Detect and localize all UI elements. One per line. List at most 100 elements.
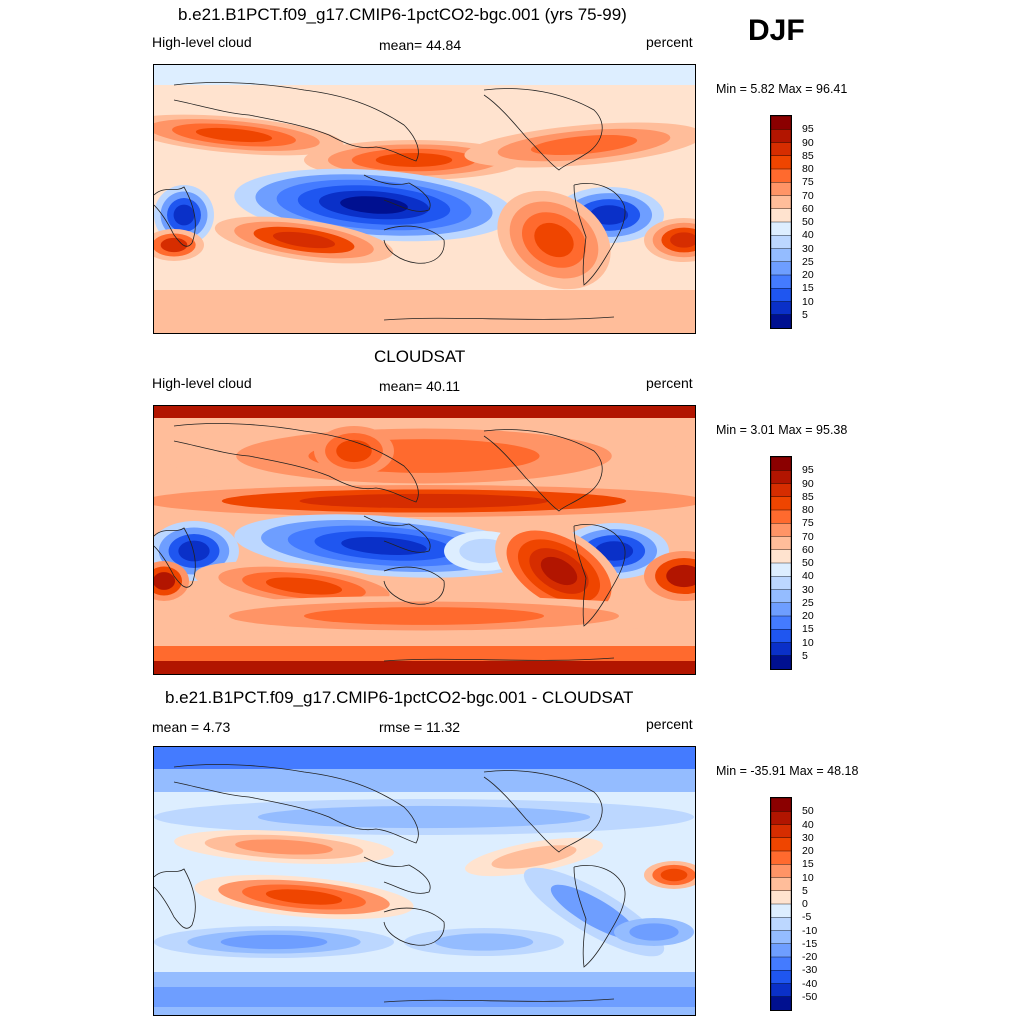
panel-3-minmax: Min = -35.91 Max = 48.18	[716, 764, 859, 778]
colorbar-swatch	[771, 483, 791, 498]
panel-1-colorbar	[770, 115, 792, 329]
colorbar-tick-label: 30	[802, 242, 814, 255]
colorbar-swatch	[771, 824, 791, 839]
colorbar-tick-label: 80	[802, 163, 814, 175]
colorbar-swatch	[771, 116, 791, 131]
colorbar-swatch	[771, 615, 791, 631]
colorbar-swatch	[771, 261, 791, 276]
colorbar-tick-label: -30	[802, 964, 818, 977]
season-label: DJF	[748, 14, 805, 47]
colorbar-tick-label: 15	[802, 623, 814, 636]
colorbar-tick-label: -10	[802, 924, 818, 937]
colorbar-swatch	[771, 917, 791, 932]
panel-1-units: percent	[646, 34, 693, 50]
colorbar-tick-label: 10	[802, 295, 814, 308]
colorbar-tick-label: 30	[802, 583, 814, 596]
colorbar-swatch	[771, 155, 791, 170]
panel-1-colorbar-swatches	[771, 116, 791, 328]
colorbar-tick-label: 40	[802, 570, 814, 583]
colorbar-tick-label: 50	[802, 216, 814, 228]
colorbar-swatch	[771, 811, 791, 826]
colorbar-tick-label: 40	[802, 818, 814, 831]
colorbar-swatch	[771, 798, 791, 813]
panel-3-colorbar-swatches	[771, 798, 791, 1010]
colorbar-tick-label: 5	[802, 884, 808, 897]
colorbar-swatch	[771, 602, 791, 617]
colorbar-tick-label: 90	[802, 477, 814, 490]
colorbar-tick-label: 95	[802, 464, 814, 477]
colorbar-tick-label: -5	[802, 911, 812, 924]
panel-3-title: b.e21.B1PCT.f09_g17.CMIP6-1pctCO2-bgc.00…	[165, 688, 634, 707]
colorbar-tick-label: 25	[802, 255, 814, 268]
colorbar-swatch	[771, 129, 791, 144]
colorbar-swatch	[771, 589, 791, 604]
panel-2-title: CLOUDSAT	[374, 347, 466, 366]
colorbar-swatch	[771, 314, 791, 328]
panel-3-map	[153, 746, 696, 1016]
panel-1-contour-field	[154, 65, 695, 333]
panel-1-mean: mean= 44.84	[379, 37, 462, 53]
colorbar-tick-label: 75	[802, 176, 814, 189]
colorbar-swatch	[771, 509, 791, 525]
colorbar-swatch	[771, 274, 791, 290]
panel-2-mean: mean= 40.11	[379, 378, 461, 394]
panel-2-contour-field	[154, 406, 695, 674]
colorbar-swatch	[771, 221, 791, 237]
colorbar-swatch	[771, 496, 791, 511]
colorbar-swatch	[771, 301, 791, 316]
colorbar-tick-label: 85	[802, 149, 814, 162]
colorbar-swatch	[771, 970, 791, 985]
colorbar-tick-label: 95	[802, 123, 814, 136]
colorbar-tick-label: 50	[802, 557, 814, 569]
panel-2-minmax: Min = 3.01 Max = 95.38	[716, 423, 848, 437]
colorbar-swatch	[771, 877, 791, 892]
panel-2-units: percent	[646, 375, 693, 391]
colorbar-swatch	[771, 142, 791, 157]
colorbar-tick-label: 5	[802, 649, 808, 662]
colorbar-swatch	[771, 168, 791, 184]
colorbar-tick-label: -15	[802, 937, 818, 950]
colorbar-swatch	[771, 208, 791, 223]
colorbar-tick-label: 25	[802, 596, 814, 609]
colorbar-swatch	[771, 576, 791, 591]
colorbar-swatch	[771, 850, 791, 866]
colorbar-swatch	[771, 930, 791, 945]
colorbar-swatch	[771, 956, 791, 972]
colorbar-tick-label: 75	[802, 517, 814, 530]
colorbar-tick-label: 5	[802, 308, 808, 321]
colorbar-swatch	[771, 655, 791, 669]
colorbar-tick-label: 0	[802, 898, 808, 910]
colorbar-tick-label: 85	[802, 490, 814, 503]
colorbar-tick-label: 30	[802, 831, 814, 844]
panel-1-left-label: High-level cloud	[152, 34, 252, 50]
colorbar-swatch	[771, 837, 791, 852]
colorbar-swatch	[771, 195, 791, 210]
colorbar-tick-label: 80	[802, 504, 814, 516]
colorbar-tick-label: 40	[802, 229, 814, 242]
colorbar-swatch	[771, 983, 791, 998]
colorbar-tick-label: 60	[802, 543, 814, 556]
colorbar-swatch	[771, 523, 791, 538]
colorbar-swatch	[771, 549, 791, 564]
colorbar-tick-label: 50	[802, 805, 814, 818]
panel-1-title: b.e21.B1PCT.f09_g17.CMIP6-1pctCO2-bgc.00…	[178, 5, 627, 24]
colorbar-swatch	[771, 288, 791, 303]
colorbar-tick-label: 20	[802, 610, 814, 622]
colorbar-tick-label: 70	[802, 189, 814, 202]
colorbar-swatch	[771, 182, 791, 197]
colorbar-tick-label: 15	[802, 282, 814, 295]
colorbar-tick-label: -20	[802, 951, 818, 963]
colorbar-swatch	[771, 536, 791, 551]
panel-3-mean: mean = 4.73	[152, 719, 231, 735]
colorbar-tick-label: 60	[802, 202, 814, 215]
colorbar-swatch	[771, 457, 791, 472]
colorbar-swatch	[771, 629, 791, 644]
panel-3-rmse: rmse = 11.32	[379, 719, 461, 735]
colorbar-tick-label: 20	[802, 269, 814, 281]
colorbar-tick-label: 10	[802, 871, 814, 884]
colorbar-tick-label: 90	[802, 136, 814, 149]
colorbar-tick-label: 10	[802, 636, 814, 649]
panel-2-left-label: High-level cloud	[152, 375, 252, 391]
panel-3-colorbar	[770, 797, 792, 1011]
panel-2-colorbar	[770, 456, 792, 670]
